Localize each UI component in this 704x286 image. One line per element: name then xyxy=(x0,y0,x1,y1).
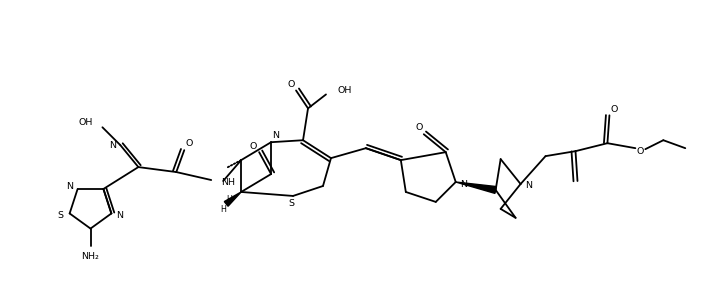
Polygon shape xyxy=(225,192,241,206)
Text: NH₂: NH₂ xyxy=(82,252,99,261)
Text: S: S xyxy=(288,199,294,208)
Text: N: N xyxy=(525,182,532,190)
Text: OH: OH xyxy=(338,86,352,95)
Text: N: N xyxy=(109,141,116,150)
Text: O: O xyxy=(636,147,644,156)
Polygon shape xyxy=(455,182,496,193)
Text: NH: NH xyxy=(221,178,235,186)
Text: O: O xyxy=(611,105,618,114)
Text: N: N xyxy=(116,211,123,220)
Text: N: N xyxy=(66,182,73,192)
Text: N: N xyxy=(272,131,279,140)
Text: S: S xyxy=(58,211,63,220)
Text: O: O xyxy=(186,139,193,148)
Text: OH: OH xyxy=(78,118,92,127)
Text: O: O xyxy=(415,123,422,132)
Text: O: O xyxy=(249,142,257,151)
Text: H: H xyxy=(220,205,226,214)
Text: N: N xyxy=(460,180,467,188)
Text: H: H xyxy=(226,195,232,204)
Text: O: O xyxy=(287,80,295,89)
